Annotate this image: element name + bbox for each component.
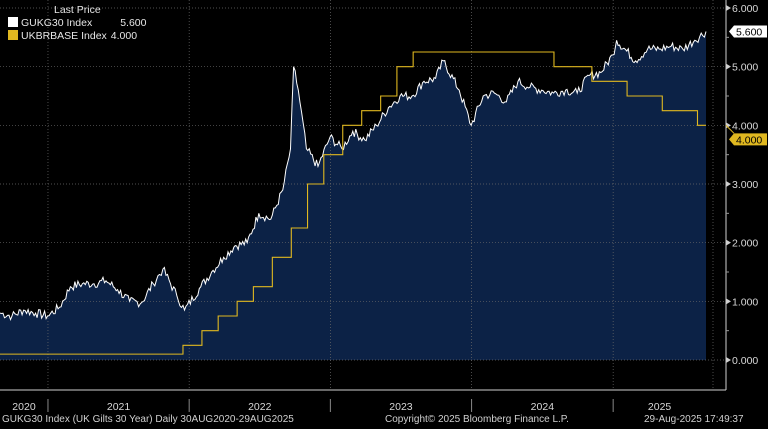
legend-item-gukg30: GUKG30 Index 5.600 xyxy=(8,17,146,30)
ukbrbase-last-label: 4.000 xyxy=(736,134,762,146)
legend-value: 5.600 xyxy=(120,17,147,29)
ukbrbase-line xyxy=(0,51,706,355)
x-tick-label: 2024 xyxy=(531,401,555,413)
gukg30-area xyxy=(0,31,706,360)
legend-item-ukbrbase: UKBRBASE Index 4.000 xyxy=(8,30,146,43)
y-tick-label: 4.000 xyxy=(732,120,758,132)
y-tick-label: 3.000 xyxy=(732,179,758,191)
y-tick xyxy=(726,63,731,70)
x-tick-label: 2025 xyxy=(648,401,672,413)
legend: Last Price GUKG30 Index 5.600 UKBRBASE In… xyxy=(8,4,146,43)
gukg30-line xyxy=(0,31,707,322)
ukbrbase-last-label-pointer xyxy=(725,124,735,134)
legend-header: Last Price xyxy=(54,4,101,16)
legend-label: UKBRBASE Index xyxy=(21,30,107,42)
x-tick-label: 2020 xyxy=(12,401,36,413)
x-tick-label: 2022 xyxy=(248,401,272,413)
legend-swatch xyxy=(8,30,18,40)
gukg30-last-label: 5.600 xyxy=(736,26,762,38)
y-tick-label: 5.000 xyxy=(732,62,758,74)
y-tick xyxy=(726,239,731,246)
y-tick-label: 6.000 xyxy=(732,3,758,15)
y-tick xyxy=(726,298,731,305)
ukbrbase-last-label-box xyxy=(729,133,767,146)
y-tick xyxy=(726,181,731,187)
y-tick xyxy=(726,357,731,363)
legend-swatch xyxy=(8,17,18,27)
gukg30-last-label-box xyxy=(729,25,767,38)
y-tick xyxy=(726,5,731,11)
legend-value: 4.000 xyxy=(110,30,138,42)
x-tick-label: 2021 xyxy=(107,401,131,413)
footer-copyright: Copyright© 2025 Bloomberg Finance L.P. xyxy=(385,414,569,425)
footer-timestamp: 29-Aug-2025 17:49:37 xyxy=(644,414,744,425)
y-tick-label: 1.000 xyxy=(732,296,758,308)
y-tick-label: 0.000 xyxy=(732,355,758,367)
footer-description: GUKG30 Index (UK Gilts 30 Year) Daily 30… xyxy=(2,414,294,425)
y-tick-label: 2.000 xyxy=(732,238,758,250)
legend-label: GUKG30 Index xyxy=(21,17,93,29)
x-tick-label: 2023 xyxy=(389,401,413,413)
